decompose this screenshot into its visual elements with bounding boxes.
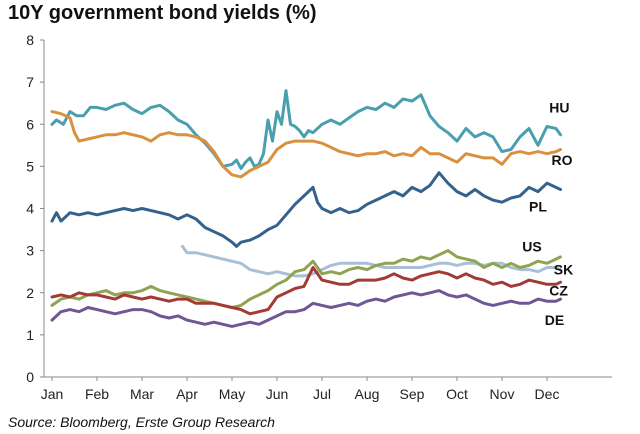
- series-lines: [50, 89, 562, 328]
- series-label-hu: HU: [549, 99, 569, 115]
- y-tick-label: 2: [26, 285, 34, 301]
- series-line-cz: [50, 266, 562, 316]
- y-tick-label: 1: [26, 327, 34, 343]
- y-tick-label: 7: [26, 74, 34, 90]
- series-line-sk: [181, 244, 562, 278]
- series-line-pl: [50, 171, 562, 248]
- series-label-de: DE: [545, 312, 564, 328]
- axes: 0 1 2 3 4 5 6 7 8 Jan Feb Mar Apr May Jun Jul Aug Sep Oct N…: [26, 32, 612, 402]
- x-tick-label: Feb: [85, 386, 109, 402]
- series-label-us: US: [522, 238, 541, 254]
- y-tick-label: 8: [26, 32, 34, 48]
- series-label-pl: PL: [529, 198, 547, 214]
- series-line-ro: [50, 110, 562, 179]
- x-tick-label: Oct: [446, 386, 468, 402]
- y-tick-label: 5: [26, 158, 34, 174]
- x-tick-label: Sep: [400, 386, 425, 402]
- x-tick-label: Jul: [313, 386, 331, 402]
- series-line-us: [50, 249, 562, 309]
- series-label-sk: SK: [554, 262, 573, 278]
- x-tick-label: Dec: [535, 386, 560, 402]
- series-labels: HU RO PL US SK CZ DE: [522, 99, 573, 328]
- y-tick-label: 3: [26, 243, 34, 259]
- y-tick-label: 6: [26, 116, 34, 132]
- series-line-hu: [50, 89, 562, 170]
- x-tick-label: Apr: [176, 386, 198, 402]
- x-tick-label: Jun: [266, 386, 289, 402]
- y-tick-label: 0: [26, 369, 34, 385]
- series-label-cz: CZ: [549, 283, 568, 299]
- x-tick-label: Nov: [490, 386, 515, 402]
- x-tick-label: Jan: [41, 386, 64, 402]
- series-line-de: [50, 289, 562, 328]
- x-tick-label: May: [219, 386, 245, 402]
- x-tick-label: Aug: [355, 386, 380, 402]
- series-label-ro: RO: [552, 152, 573, 168]
- x-tick-label: Mar: [130, 386, 154, 402]
- chart-title: 10Y government bond yields (%): [8, 2, 317, 24]
- source-note: Source: Bloomberg, Erste Group Research: [8, 414, 275, 430]
- y-tick-label: 4: [26, 201, 34, 217]
